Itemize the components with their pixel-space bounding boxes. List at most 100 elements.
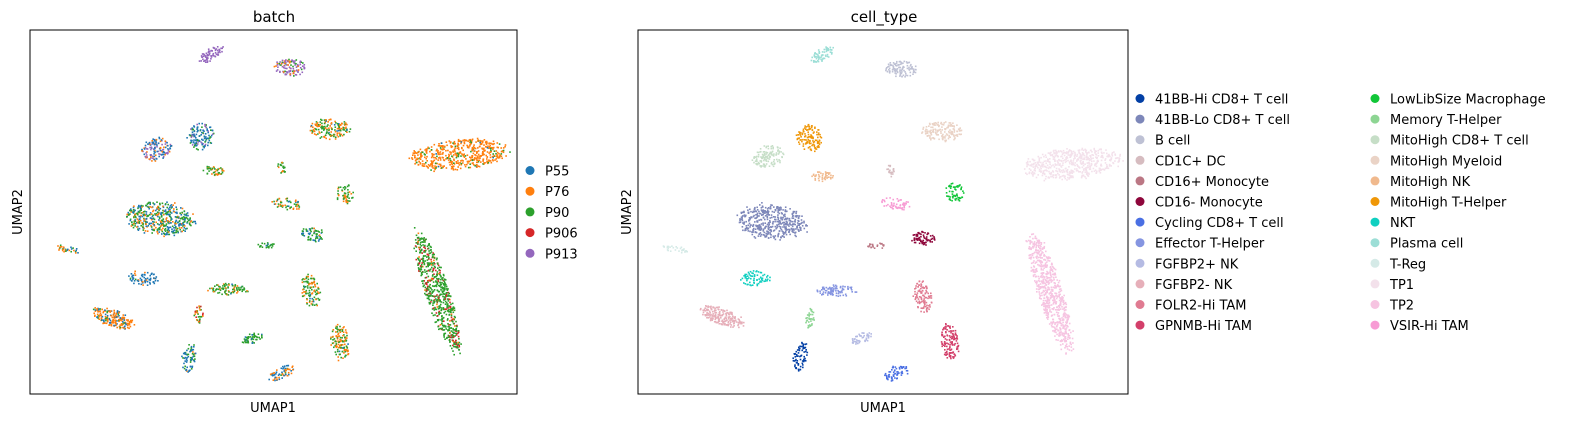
data-point xyxy=(312,239,314,241)
data-point xyxy=(454,341,456,343)
data-point xyxy=(823,51,826,53)
data-point xyxy=(216,46,219,48)
data-point xyxy=(1064,161,1067,164)
data-point xyxy=(186,218,189,220)
data-point xyxy=(216,174,219,176)
data-point xyxy=(151,140,153,142)
data-point xyxy=(786,210,788,213)
data-point xyxy=(1076,168,1078,170)
data-point xyxy=(881,201,883,204)
data-point xyxy=(767,160,770,163)
data-point xyxy=(888,72,891,74)
data-point xyxy=(151,143,154,145)
data-point xyxy=(429,292,431,295)
data-point xyxy=(1086,153,1088,155)
data-point xyxy=(445,158,447,160)
data-point xyxy=(328,129,330,131)
data-point xyxy=(307,232,310,235)
data-point xyxy=(432,253,435,256)
data-point xyxy=(1114,153,1116,155)
data-point xyxy=(339,135,341,137)
data-point xyxy=(1040,161,1042,164)
data-point xyxy=(958,130,961,132)
data-point xyxy=(471,138,474,141)
data-point xyxy=(807,138,810,141)
data-point xyxy=(440,167,442,169)
data-point xyxy=(281,371,283,374)
data-point xyxy=(315,298,317,301)
data-point xyxy=(824,176,826,178)
data-point xyxy=(310,230,312,233)
data-point xyxy=(212,132,215,135)
data-point xyxy=(1089,165,1091,167)
data-point xyxy=(189,356,192,359)
data-point xyxy=(482,163,484,165)
data-point xyxy=(439,156,441,159)
data-point xyxy=(1087,166,1089,169)
data-point xyxy=(208,134,210,137)
data-point xyxy=(764,226,766,229)
data-point xyxy=(314,124,317,126)
data-point xyxy=(1046,160,1049,162)
data-point xyxy=(208,166,210,168)
data-point xyxy=(419,268,422,271)
data-point xyxy=(422,261,425,263)
data-point xyxy=(126,213,129,216)
data-point xyxy=(439,303,442,306)
data-point xyxy=(344,336,346,339)
data-point xyxy=(1066,179,1068,181)
data-point xyxy=(431,254,434,256)
data-point xyxy=(888,68,890,71)
data-point xyxy=(1064,177,1067,180)
data-point xyxy=(777,223,780,225)
data-point xyxy=(801,140,803,143)
data-point xyxy=(451,155,453,157)
data-point xyxy=(157,150,160,153)
data-point xyxy=(1060,159,1063,162)
data-point xyxy=(145,211,148,213)
data-point xyxy=(1058,170,1061,172)
data-point xyxy=(163,221,165,223)
data-point xyxy=(780,236,782,238)
data-point xyxy=(337,190,339,192)
data-point xyxy=(1066,148,1068,150)
data-point xyxy=(217,292,219,294)
data-point xyxy=(769,207,772,210)
data-point xyxy=(926,132,929,134)
data-point xyxy=(1031,173,1034,176)
data-point xyxy=(447,307,450,309)
data-point xyxy=(284,73,287,76)
data-point xyxy=(430,299,433,301)
data-point xyxy=(156,201,158,203)
data-point xyxy=(792,231,795,234)
data-point xyxy=(1089,167,1091,169)
data-point xyxy=(174,224,176,226)
data-point xyxy=(422,241,424,243)
data-point xyxy=(254,335,257,338)
data-point xyxy=(466,163,468,166)
data-point xyxy=(276,69,279,71)
data-point xyxy=(221,293,223,296)
data-point xyxy=(1080,155,1082,157)
data-point xyxy=(58,247,61,250)
data-point xyxy=(167,228,170,230)
data-point xyxy=(281,205,283,207)
data-point xyxy=(427,164,430,166)
data-point xyxy=(888,67,891,70)
data-point xyxy=(482,140,484,142)
data-point xyxy=(1100,156,1102,158)
data-point xyxy=(476,161,478,164)
data-point xyxy=(232,291,235,294)
data-point xyxy=(339,338,341,341)
data-point xyxy=(344,127,347,130)
data-point xyxy=(889,171,891,174)
y-axis-label-batch: UMAP2 xyxy=(11,189,26,235)
data-point xyxy=(286,72,289,74)
data-point xyxy=(96,309,99,311)
data-point xyxy=(903,205,905,208)
data-point xyxy=(269,244,271,247)
data-point xyxy=(792,220,794,223)
data-point xyxy=(424,255,427,257)
data-point xyxy=(195,137,197,139)
data-point xyxy=(426,259,429,261)
